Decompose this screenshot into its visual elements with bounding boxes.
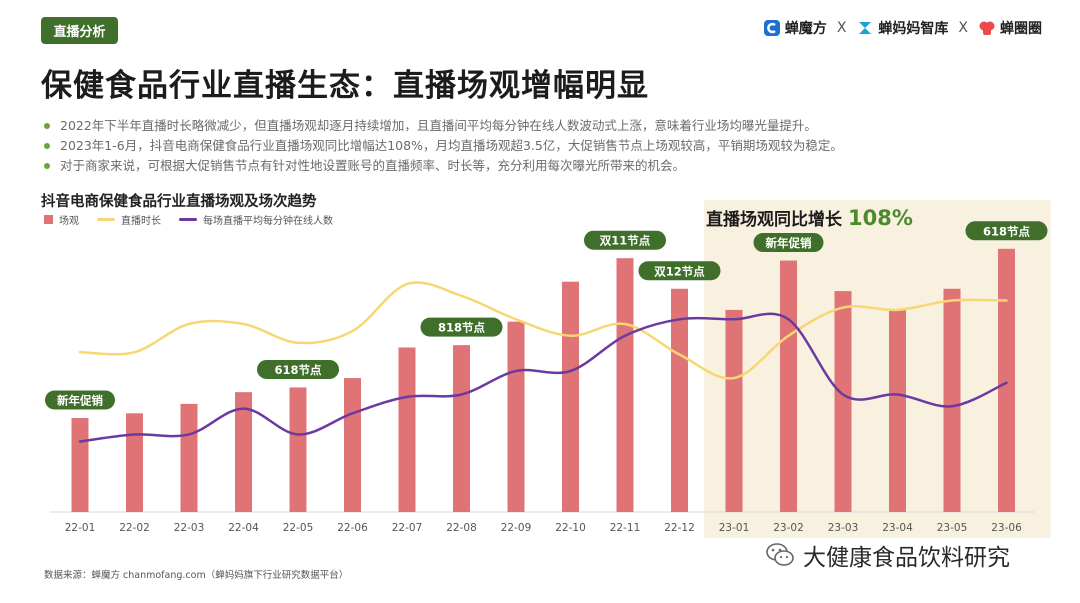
annotation-label-23-06: 618节点 bbox=[983, 224, 1031, 238]
annotation-pill-23-06 bbox=[965, 221, 1048, 241]
x-tick-label-23-01: 23-01 bbox=[719, 522, 750, 534]
chanmama-logo-icon bbox=[859, 22, 872, 34]
bar-views-22-04 bbox=[235, 392, 252, 512]
bar-views-23-02 bbox=[780, 260, 797, 512]
bar-views-22-07 bbox=[398, 347, 416, 512]
highlight-region bbox=[704, 200, 1051, 538]
annotation-label-22-08: 818节点 bbox=[438, 321, 486, 335]
bullet-item: 对于商家来说，可根据大促销售节点有针对性地设置账号的直播频率、时长等，充分利用每… bbox=[44, 156, 1044, 176]
bar-views-22-12 bbox=[671, 288, 688, 512]
legend-swatch-line bbox=[179, 218, 197, 221]
highlight-value: 108% bbox=[848, 206, 913, 230]
legend-label: 每场直播平均每分钟在线人数 bbox=[203, 216, 333, 227]
bullet-text: 对于商家来说，可根据大促销售节点有针对性地设置账号的直播频率、时长等，充分利用每… bbox=[60, 158, 686, 173]
bar-views-23-06 bbox=[998, 248, 1015, 513]
x-tick-label-23-04: 23-04 bbox=[882, 522, 913, 534]
wechat-icon bbox=[766, 543, 794, 566]
highlight-callout: 直播场观同比增长 108% bbox=[706, 205, 913, 230]
bullet-dot-icon bbox=[44, 143, 50, 149]
brand-name: 蝉圈圈 bbox=[1000, 21, 1042, 37]
brand-separator: X bbox=[836, 20, 847, 36]
bar-views-22-06 bbox=[344, 378, 361, 512]
x-tick-label-22-09: 22-09 bbox=[501, 522, 532, 534]
legend-swatch-bar bbox=[44, 215, 53, 224]
x-tick-label-22-02: 22-02 bbox=[119, 522, 150, 534]
legend-label: 直播时长 bbox=[121, 216, 161, 227]
bar-views-23-05 bbox=[943, 288, 961, 512]
legend-swatch-line bbox=[97, 218, 115, 221]
brand-separator: X bbox=[958, 20, 968, 36]
x-tick-label-22-03: 22-03 bbox=[174, 522, 205, 534]
brand-chanmofang: 蝉魔方 bbox=[763, 18, 827, 38]
bullet-dot-icon bbox=[44, 163, 50, 169]
legend-label: 场观 bbox=[59, 216, 79, 227]
summary-bullets: 2022年下半年直播时长略微减少，但直播场观却逐月持续增加，且直播间平均每分钟在… bbox=[44, 116, 1044, 176]
annotation-pill-22-12 bbox=[638, 261, 721, 281]
bullet-text: 2023年1-6月，抖音电商保健食品行业直播场观同比增幅达108%，月均直播场观… bbox=[60, 138, 843, 153]
brand-name: 蝉魔方 bbox=[784, 21, 827, 37]
bar-views-22-01 bbox=[71, 418, 89, 512]
legend-item-duration: 直播时长 bbox=[97, 212, 161, 227]
bar-views-23-01 bbox=[725, 309, 743, 512]
brand-bar: 蝉魔方 X 蝉妈妈智库 X 蝉圈圈 bbox=[763, 18, 1042, 38]
bar-views-22-10 bbox=[562, 281, 579, 512]
bullet-item: 2023年1-6月，抖音电商保健食品行业直播场观同比增幅达108%，月均直播场观… bbox=[44, 136, 1044, 156]
annotation-pill-22-11 bbox=[584, 230, 666, 250]
bar-views-22-05 bbox=[289, 387, 307, 512]
x-tick-label-22-12: 22-12 bbox=[664, 522, 695, 534]
annotation-label-23-02: 新年促销 bbox=[766, 236, 812, 250]
page-title: 保健食品行业直播生态：直播场观增幅明显 bbox=[41, 68, 649, 104]
annotation-pill-22-08 bbox=[420, 317, 503, 337]
bar-views-22-03 bbox=[180, 403, 198, 512]
x-tick-label-22-06: 22-06 bbox=[337, 522, 368, 534]
x-tick-label-23-06: 23-06 bbox=[991, 522, 1022, 534]
annotation-pill-23-02 bbox=[753, 233, 824, 253]
brand-chanquanquan: 蝉圈圈 bbox=[978, 18, 1042, 38]
bullet-item: 2022年下半年直播时长略微减少，但直播场观却逐月持续增加，且直播间平均每分钟在… bbox=[44, 116, 1044, 136]
annotation-label-22-12: 双12节点 bbox=[653, 264, 705, 278]
x-tick-label-22-10: 22-10 bbox=[555, 522, 586, 534]
line-online-users bbox=[78, 312, 1008, 443]
brand-chanmama: 蝉妈妈智库 bbox=[856, 18, 948, 38]
bar-views-22-02 bbox=[126, 413, 143, 512]
bullet-text: 2022年下半年直播时长略微减少，但直播场观却逐月持续增加，且直播间平均每分钟在… bbox=[60, 118, 817, 133]
bar-views-23-03 bbox=[834, 291, 852, 512]
x-tick-label-23-05: 23-05 bbox=[937, 522, 968, 534]
bar-views-22-09 bbox=[507, 321, 525, 512]
highlight-label: 直播场观同比增长 bbox=[706, 210, 842, 230]
bar-views-23-04 bbox=[889, 309, 906, 512]
annotation-label-22-01: 新年促销 bbox=[57, 394, 103, 408]
annotation-label-22-05: 618节点 bbox=[274, 363, 322, 377]
annotation-label-22-11: 双11节点 bbox=[599, 234, 651, 248]
chart-legend: 场观 直播时长 每场直播平均每分钟在线人数 bbox=[44, 212, 333, 227]
bar-views-22-11 bbox=[616, 258, 634, 512]
chanquanquan-logo-icon bbox=[979, 21, 995, 35]
x-tick-label-22-04: 22-04 bbox=[228, 522, 259, 534]
wechat-account-name: 大健康食品饮料研究 bbox=[803, 545, 1010, 571]
line-duration bbox=[78, 281, 1008, 380]
data-source: 数据来源：蝉魔方 chanmofang.com（蝉妈妈旗下行业研究数据平台） bbox=[44, 570, 349, 581]
annotation-pill-22-01 bbox=[45, 390, 115, 410]
x-tick-label-22-08: 22-08 bbox=[446, 522, 477, 534]
chart-title: 抖音电商保健食品行业直播场观及场次趋势 bbox=[41, 194, 317, 210]
x-tick-label-23-02: 23-02 bbox=[773, 522, 804, 534]
wechat-watermark: 大健康食品饮料研究 bbox=[765, 538, 1010, 572]
x-tick-label-23-03: 23-03 bbox=[828, 522, 859, 534]
legend-item-online: 每场直播平均每分钟在线人数 bbox=[179, 212, 333, 227]
x-tick-label-22-05: 22-05 bbox=[283, 522, 314, 534]
bar-views-22-08 bbox=[453, 345, 470, 512]
annotation-pill-22-05 bbox=[257, 359, 339, 379]
section-tag: 直播分析 bbox=[41, 17, 118, 44]
x-tick-label-22-01: 22-01 bbox=[65, 522, 96, 534]
brand-name: 蝉妈妈智库 bbox=[878, 21, 949, 37]
x-tick-label-22-11: 22-11 bbox=[610, 522, 641, 534]
chanmofang-logo-icon bbox=[763, 20, 780, 36]
bullet-dot-icon bbox=[44, 123, 50, 129]
legend-item-views: 场观 bbox=[44, 212, 79, 227]
x-tick-label-22-07: 22-07 bbox=[392, 522, 423, 534]
